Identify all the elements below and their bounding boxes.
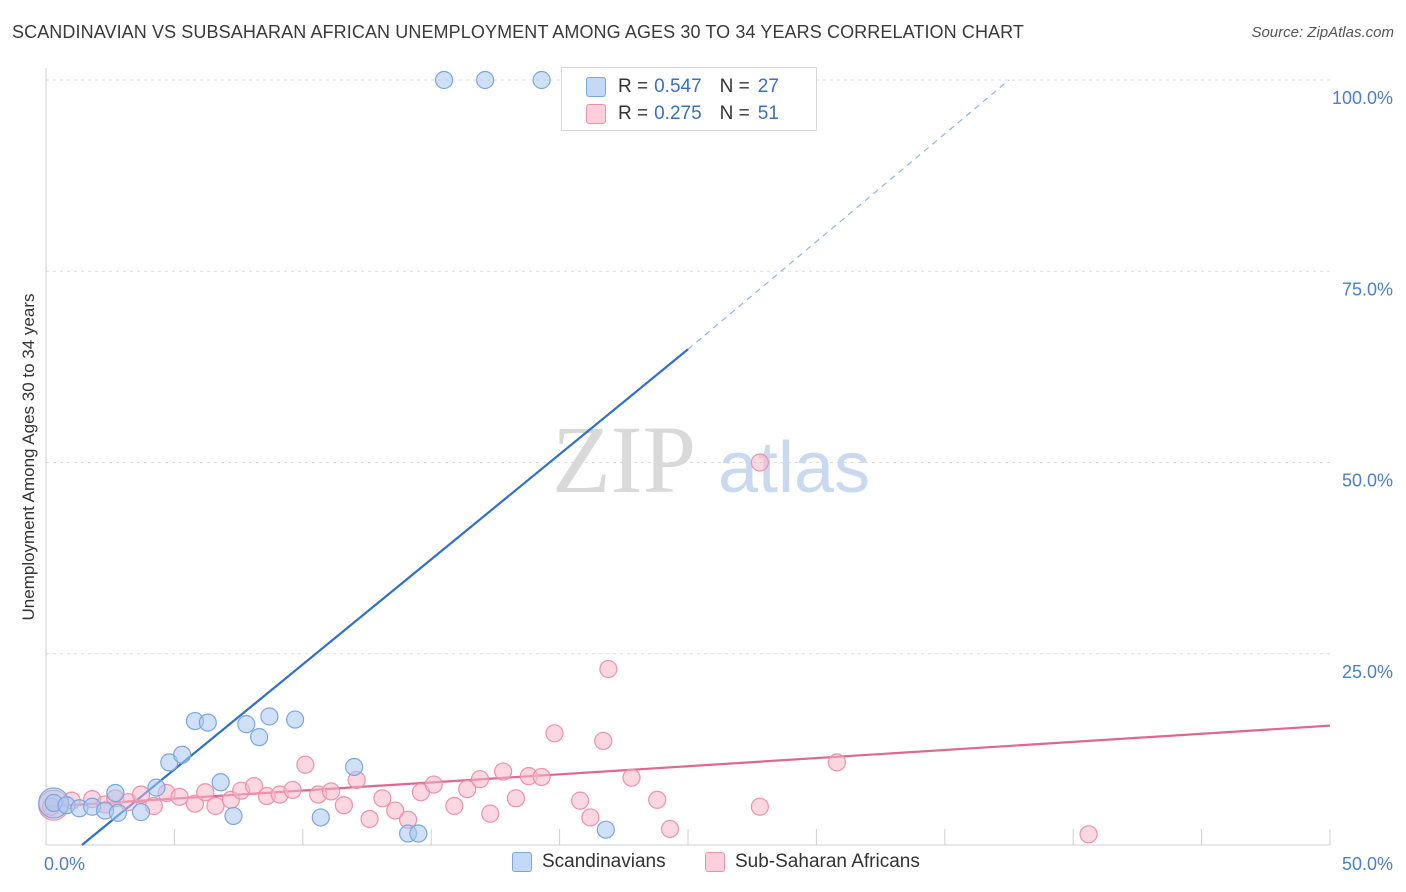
point-subsaharan <box>170 787 189 806</box>
data-points <box>38 70 1098 844</box>
point-subsaharan <box>660 819 680 839</box>
x-tick-label: 50.0% <box>1342 854 1393 874</box>
legend-label-scandinavians: Scandinavians <box>542 851 666 872</box>
watermark: ZIP atlas <box>552 406 870 513</box>
point-scandinavian <box>532 70 551 90</box>
point-subsaharan <box>386 801 405 820</box>
legend-n-label: N = <box>719 76 750 97</box>
point-scandinavian <box>345 757 364 777</box>
point-subsaharan <box>424 775 443 794</box>
point-subsaharan <box>196 783 215 802</box>
legend-n-value: 27 <box>757 76 779 97</box>
y-tick-label: 25.0% <box>1342 662 1393 682</box>
point-scandinavian <box>260 707 279 726</box>
point-subsaharan <box>494 762 513 781</box>
point-subsaharan <box>470 770 490 789</box>
point-subsaharan <box>321 782 341 801</box>
point-subsaharan <box>648 790 667 809</box>
point-subsaharan <box>1079 825 1098 844</box>
legend-row-subsaharan: R = 0.275 N = 51 <box>586 101 779 127</box>
point-scandinavian <box>596 820 615 839</box>
legend-n-value: 51 <box>757 103 779 124</box>
legend-n-label: N = <box>719 103 750 124</box>
point-scandinavian <box>409 824 428 843</box>
point-subsaharan <box>581 808 600 827</box>
point-subsaharan <box>827 753 847 772</box>
legend-swatch-blue <box>512 852 532 872</box>
point-subsaharan <box>750 797 770 816</box>
y-tick-label: 75.0% <box>1342 279 1393 299</box>
x-tick-label: 0.0% <box>44 854 85 874</box>
y-axis-label: Unemployment Among Ages 30 to 34 years <box>19 294 38 621</box>
point-subsaharan <box>296 755 315 774</box>
point-subsaharan <box>545 724 564 743</box>
point-subsaharan <box>750 453 770 472</box>
legend-swatch-blue <box>586 77 606 97</box>
legend-r-label: R = <box>618 103 649 124</box>
point-subsaharan <box>334 796 353 815</box>
trend-line-scandinavians-extrapolated <box>687 79 1010 350</box>
y-tick-labels: 25.0% 50.0% 75.0% 100.0% <box>1332 88 1393 682</box>
point-scandinavian <box>173 745 192 764</box>
chart-title: SCANDINAVIAN VS SUBSAHARAN AFRICAN UNEMP… <box>12 22 1025 42</box>
legend-label-subsaharan: Sub-Saharan Africans <box>735 851 920 872</box>
point-scandinavian <box>434 70 454 90</box>
point-scandinavian <box>211 773 230 792</box>
stats-legend: R = 0.547 N = 27 R = 0.275 N = 51 <box>561 67 817 131</box>
x-tick-labels: 0.0% 50.0% <box>44 854 1393 874</box>
point-scandinavian <box>198 713 217 732</box>
point-subsaharan <box>185 794 205 813</box>
series-legend: Scandinavians Sub-Saharan Africans <box>0 851 1406 877</box>
point-scandinavian <box>108 803 128 822</box>
legend-r-value: 0.547 <box>654 76 702 97</box>
point-subsaharan <box>283 780 302 800</box>
point-scandinavian <box>311 808 330 827</box>
legend-swatch-pink <box>705 852 725 872</box>
point-subsaharan <box>445 796 464 816</box>
point-subsaharan <box>206 796 225 816</box>
point-subsaharan <box>594 731 613 751</box>
point-scandinavian <box>476 70 495 90</box>
axes <box>45 68 1331 846</box>
legend-item-subsaharan[interactable]: Sub-Saharan Africans <box>705 851 920 873</box>
point-subsaharan <box>458 780 477 799</box>
legend-swatch-pink <box>586 104 606 124</box>
point-subsaharan <box>571 791 590 810</box>
point-scandinavian <box>224 806 243 826</box>
point-subsaharan <box>532 767 551 787</box>
point-subsaharan <box>360 809 379 829</box>
point-subsaharan <box>622 768 641 787</box>
point-scandinavian <box>131 803 151 822</box>
legend-r-label: R = <box>618 76 649 97</box>
watermark-atlas: atlas <box>718 428 870 508</box>
point-scandinavian <box>106 783 125 803</box>
point-scandinavian <box>250 728 269 747</box>
point-subsaharan <box>244 776 264 796</box>
legend-item-scandinavians[interactable]: Scandinavians <box>512 851 666 873</box>
point-subsaharan <box>481 804 500 823</box>
y-tick-label: 50.0% <box>1342 471 1393 491</box>
legend-row-scandinavians: R = 0.547 N = 27 <box>586 74 779 100</box>
legend-r-value: 0.275 <box>654 103 702 124</box>
source-label: Source: ZipAtlas.com <box>1251 24 1394 41</box>
point-subsaharan <box>506 789 526 808</box>
point-scandinavian <box>285 710 305 729</box>
gridlines <box>46 79 1330 655</box>
point-scandinavian <box>237 715 256 734</box>
watermark-zip: ZIP <box>552 406 696 513</box>
point-scandinavian <box>147 778 166 797</box>
y-tick-label: 100.0% <box>1332 88 1393 108</box>
point-subsaharan <box>599 659 618 679</box>
point-subsaharan <box>373 789 392 808</box>
